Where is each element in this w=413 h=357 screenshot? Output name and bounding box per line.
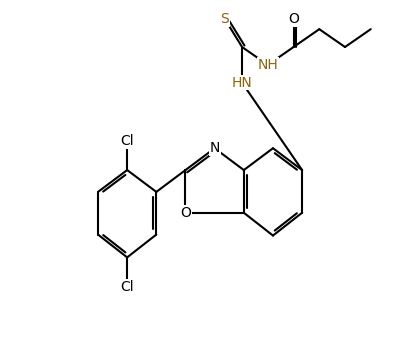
- Text: Cl: Cl: [120, 280, 134, 294]
- Text: NH: NH: [257, 58, 278, 72]
- Text: N: N: [209, 141, 220, 155]
- Text: S: S: [221, 12, 229, 26]
- Text: O: O: [180, 206, 191, 220]
- Text: Cl: Cl: [120, 134, 134, 148]
- Text: HN: HN: [232, 76, 252, 90]
- Text: O: O: [288, 12, 299, 26]
